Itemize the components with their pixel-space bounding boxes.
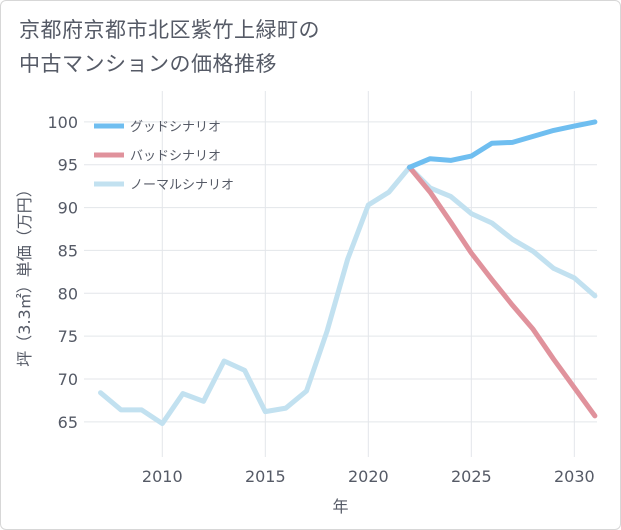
chart-title: 京都府京都市北区紫竹上緑町の 中古マンションの価格推移 — [19, 13, 599, 81]
grid — [84, 91, 597, 457]
y-tick-label: 65 — [58, 413, 78, 432]
y-tick-label: 100 — [47, 113, 78, 132]
y-tick-label: 80 — [58, 284, 78, 303]
y-tick-label: 95 — [58, 156, 78, 175]
chart-title-line-1: 京都府京都市北区紫竹上緑町の — [19, 18, 320, 42]
y-tick-label: 85 — [58, 241, 78, 260]
series-line-3 — [98, 164, 598, 427]
legend-label: グッドシナリオ — [130, 120, 221, 135]
x-tick-label: 2015 — [245, 467, 286, 486]
x-tick-label: 2030 — [554, 467, 595, 486]
series-layer — [98, 119, 598, 427]
series-line-1 — [407, 119, 598, 170]
x-axis-ticks: 2010 2015 2020 2025 2030 — [142, 467, 595, 486]
x-axis-title: 年 — [332, 497, 348, 516]
chart-title-line-2: 中古マンションの価格推移 — [19, 52, 277, 76]
x-tick-label: 2010 — [142, 467, 183, 486]
x-tick-label: 2025 — [451, 467, 492, 486]
y-axis-ticks: 65 70 75 80 85 90 95 100 — [47, 113, 78, 432]
y-tick-label: 75 — [58, 327, 78, 346]
legend-label: ノーマルシナリオ — [130, 178, 234, 193]
y-tick-label: 90 — [58, 199, 78, 218]
series-line-2 — [407, 164, 598, 419]
y-tick-label: 70 — [58, 370, 78, 389]
x-tick-label: 2020 — [348, 467, 389, 486]
y-axis-title: 坪（3.3㎡）単価（万円） — [15, 181, 34, 366]
legend-label: バッドシナリオ — [130, 149, 221, 164]
